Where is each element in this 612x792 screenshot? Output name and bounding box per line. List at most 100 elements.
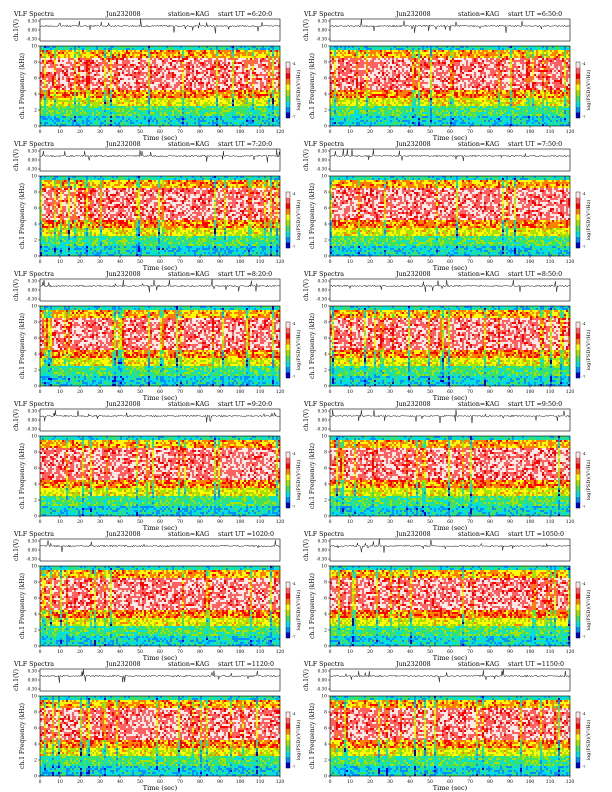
waveform-tick-label: -0.30 <box>316 687 327 692</box>
spectrogram <box>330 306 570 386</box>
waveform-tick-label: 0.00 <box>318 28 328 33</box>
vlf-panel-7: VLF Spectra Jun232008 station=KAG start UT … <box>13 401 302 532</box>
time-tick-label: 40 <box>407 649 413 655</box>
frequency-ylabel: ch.1 Frequency (kHz) <box>309 53 316 119</box>
frequency-tick-label: 0 <box>324 254 327 260</box>
time-tick-label: 110 <box>256 779 265 785</box>
waveform-ylabel: ch.1(V) <box>303 149 310 171</box>
frequency-tick-label: 6 <box>34 726 37 732</box>
time-tick-label: 100 <box>526 779 535 785</box>
waveform-ylabel: ch.1(V) <box>303 669 310 691</box>
vlf-panel-3: VLF Spectra Jun232008 station=KAG start UT … <box>13 141 302 272</box>
time-tick-label: 110 <box>256 389 265 395</box>
time-tick-label: 100 <box>236 519 245 525</box>
waveform-tick-label: 0.30 <box>28 19 38 24</box>
frequency-tick-label: 8 <box>34 710 37 716</box>
time-tick-label: 120 <box>276 649 285 655</box>
waveform-tick-label: -0.30 <box>26 167 37 172</box>
time-tick-label: 120 <box>566 779 575 785</box>
frequency-tick-label: 10 <box>31 44 37 50</box>
waveform-tick-label: 0.30 <box>28 279 38 284</box>
frequency-tick-label: 8 <box>324 320 327 326</box>
frequency-ylabel: ch.1 Frequency (kHz) <box>19 703 26 769</box>
frequency-tick-label: 4 <box>324 352 327 358</box>
time-tick-label: 110 <box>546 129 555 135</box>
frequency-tick-label: 2 <box>34 238 37 244</box>
frequency-tick-label: 4 <box>324 612 327 618</box>
frequency-tick-label: 6 <box>34 206 37 212</box>
colorbar-label: log(PSD)(V²/Hz) <box>585 330 592 371</box>
panel-station: station=KAG <box>458 141 499 148</box>
panel-title: VLF Spectra <box>303 531 344 538</box>
panel-title: VLF Spectra <box>303 11 344 18</box>
time-tick-label: 70 <box>467 389 473 395</box>
time-tick-label: 30 <box>387 519 393 525</box>
frequency-tick-label: 0 <box>324 774 327 780</box>
colorbar-tick-label: -7 <box>582 765 585 769</box>
colorbar-tick-label: -4 <box>292 192 296 196</box>
frequency-tick-label: 0 <box>34 384 37 390</box>
panel-start-time: start UT =7:50:0 <box>508 141 562 148</box>
frequency-tick-label: 0 <box>324 384 327 390</box>
waveform-frame <box>40 539 280 561</box>
panel-start-time: start UT =1150:0 <box>508 661 564 668</box>
time-tick-label: 10 <box>347 389 353 395</box>
frequency-tick-label: 10 <box>321 44 327 50</box>
frequency-ylabel: ch.1 Frequency (kHz) <box>309 573 316 639</box>
waveform-frame <box>40 279 280 301</box>
frequency-tick-label: 6 <box>324 336 327 342</box>
vlf-panel-6: VLF Spectra Jun232008 station=KAG start UT … <box>303 271 592 402</box>
waveform-tick-label: 0.30 <box>28 669 38 674</box>
waveform-tick-label: 0.00 <box>28 548 38 553</box>
waveform-ylabel: ch.1(V) <box>13 539 20 561</box>
frequency-ylabel: ch.1 Frequency (kHz) <box>19 443 26 509</box>
panel-start-time: start UT =1050:0 <box>508 531 564 538</box>
time-tick-label: 10 <box>347 649 353 655</box>
panel-station: station=KAG <box>168 271 209 278</box>
colorbar-label: log(PSD)(V²/Hz) <box>585 70 592 111</box>
time-tick-label: 80 <box>197 519 203 525</box>
time-tick-label: 120 <box>566 129 575 135</box>
time-tick-label: 70 <box>177 259 183 265</box>
colorbar-tick-label: -4 <box>582 582 586 586</box>
time-tick-label: 0 <box>329 779 332 785</box>
spectrogram <box>40 436 280 516</box>
time-tick-label: 110 <box>256 519 265 525</box>
time-tick-label: 40 <box>117 519 123 525</box>
time-tick-label: 120 <box>276 519 285 525</box>
frequency-tick-label: 10 <box>321 694 327 700</box>
time-tick-label: 10 <box>57 259 63 265</box>
frequency-tick-label: 0 <box>34 644 37 650</box>
panel-start-time: start UT =1020:0 <box>218 531 274 538</box>
time-tick-label: 30 <box>97 389 103 395</box>
waveform-tick-label: 0.00 <box>318 288 328 293</box>
time-tick-label: 70 <box>177 779 183 785</box>
panel-title: VLF Spectra <box>303 141 344 148</box>
waveform-tick-label: 0.00 <box>28 418 38 423</box>
waveform-tick-label: 0.30 <box>28 409 38 414</box>
time-tick-label: 40 <box>407 129 413 135</box>
time-tick-label: 40 <box>117 129 123 135</box>
time-tick-label: 120 <box>566 519 575 525</box>
time-tick-label: 0 <box>39 129 42 135</box>
waveform-tick-label: -0.30 <box>316 427 327 432</box>
time-xlabel: Time (sec) <box>433 784 468 792</box>
time-tick-label: 100 <box>526 259 535 265</box>
time-tick-label: 0 <box>39 519 42 525</box>
waveform-frame <box>330 149 570 171</box>
time-tick-label: 10 <box>57 779 63 785</box>
waveform-tick-label: -0.30 <box>26 687 37 692</box>
time-tick-label: 90 <box>217 389 223 395</box>
time-tick-label: 40 <box>407 389 413 395</box>
panel-station: station=KAG <box>458 11 499 18</box>
time-tick-label: 70 <box>177 129 183 135</box>
time-tick-label: 30 <box>387 129 393 135</box>
frequency-ylabel: ch.1 Frequency (kHz) <box>309 313 316 379</box>
waveform-tick-label: -0.30 <box>26 427 37 432</box>
frequency-tick-label: 10 <box>31 304 37 310</box>
time-tick-label: 10 <box>347 779 353 785</box>
waveform-tick-label: 0.30 <box>28 539 38 544</box>
colorbar-tick-label: -4 <box>292 582 296 586</box>
